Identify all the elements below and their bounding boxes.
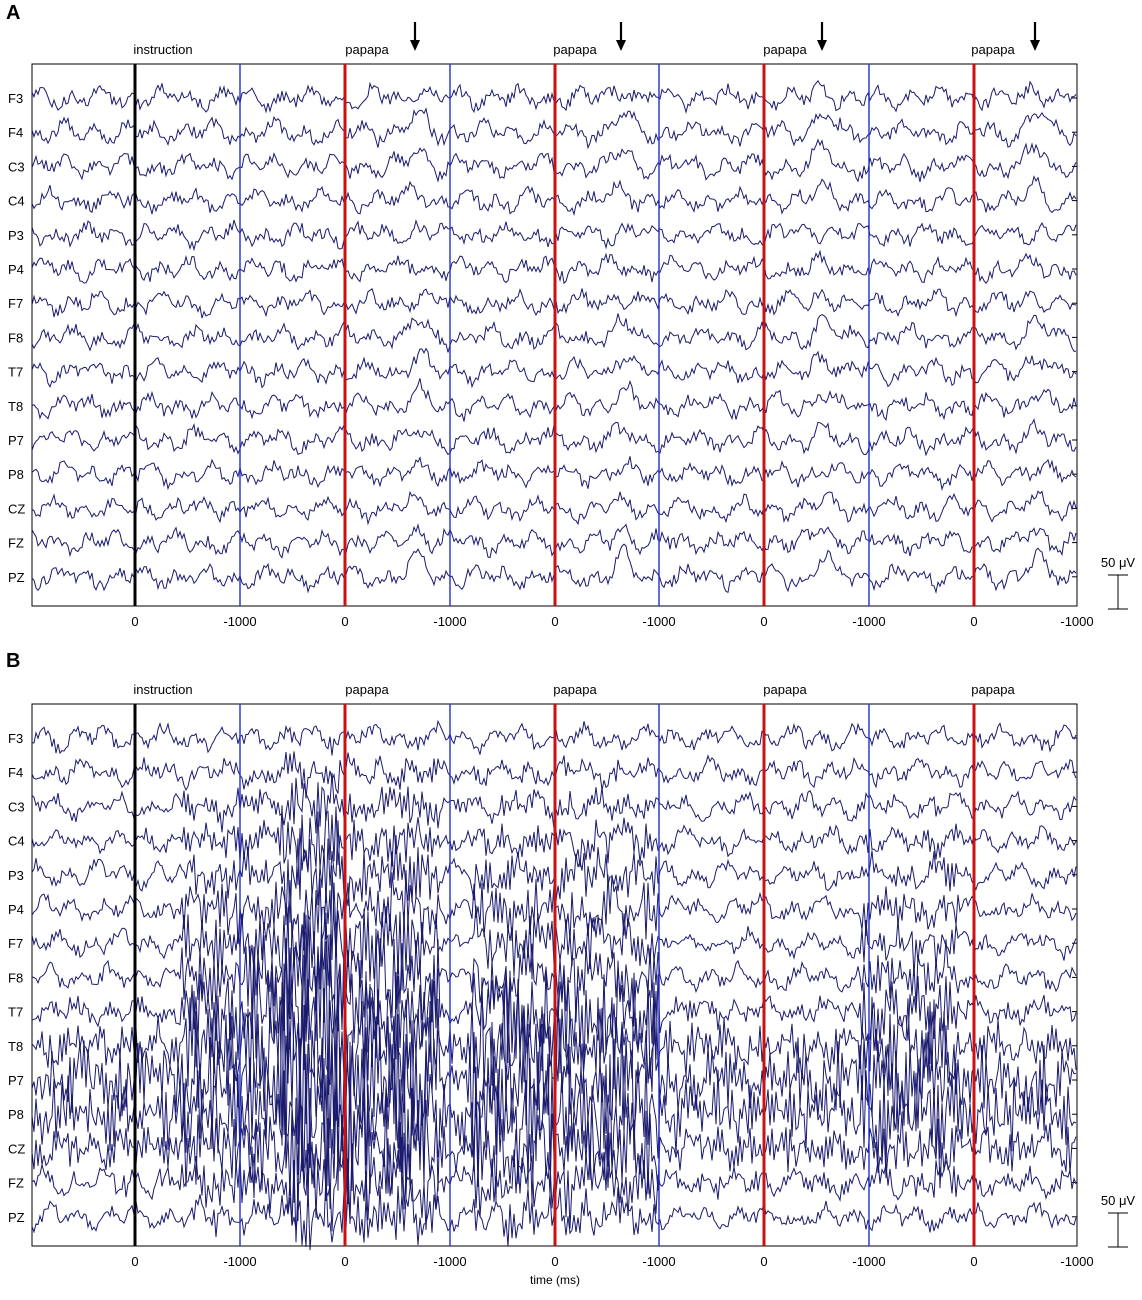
channel-label-f7: F7: [8, 296, 23, 311]
x-tick-label: -1000: [642, 1254, 675, 1269]
eeg-panel-a: A F3 F4 C3 C4 P3 P4 F7 F8 T7 T8 P7 P8 CZ FZ PZ 0 -1000 0 -…: [0, 0, 1142, 640]
x-tick-label: 0: [341, 614, 348, 629]
channel-label-p7: P7: [8, 1073, 24, 1088]
channel-label-fz: FZ: [8, 536, 24, 551]
eeg-chart-a: F3 F4 C3 C4 P3 P4 F7 F8 T7 T8 P7 P8 CZ FZ PZ 0 -1000 0 -10…: [8, 22, 1136, 629]
event-label: instruction: [133, 42, 192, 57]
x-tick-label: -1000: [1060, 1254, 1093, 1269]
panel-letter: A: [6, 2, 21, 24]
artifact-arrow: [616, 22, 626, 51]
event-label: papapa: [971, 682, 1015, 697]
event-label: instruction: [133, 682, 192, 697]
x-tick-label: 0: [131, 1254, 138, 1269]
channel-label-c3: C3: [8, 159, 25, 174]
x-tick-label: -1000: [852, 614, 885, 629]
scale-bar-label: 50 μV: [1101, 1193, 1136, 1208]
channel-label-p8: P8: [8, 467, 24, 482]
x-tick-label: -1000: [433, 614, 466, 629]
event-label: papapa: [971, 42, 1015, 57]
channel-label-p3: P3: [8, 868, 24, 883]
eeg-chart-b: F3 F4 C3 C4 P3 P4 F7 F8 T7 T8 P7 P8 CZ FZ PZ 0 -1000 0 -10…: [8, 682, 1136, 1287]
channel-label-f7: F7: [8, 936, 23, 951]
event-label: papapa: [763, 42, 807, 57]
channel-label-t7: T7: [8, 365, 23, 380]
x-tick-label: 0: [341, 1254, 348, 1269]
event-label: papapa: [345, 42, 389, 57]
channel-label-c4: C4: [8, 834, 25, 849]
channel-label-pz: PZ: [8, 570, 25, 585]
panel-letter: B: [6, 650, 21, 672]
event-label: papapa: [553, 42, 597, 57]
channel-label-f4: F4: [8, 765, 23, 780]
channel-label-c4: C4: [8, 194, 25, 209]
event-label: papapa: [345, 682, 389, 697]
channel-label-pz: PZ: [8, 1210, 25, 1225]
channel-label-f8: F8: [8, 330, 23, 345]
artifact-arrow: [1030, 22, 1040, 51]
x-tick-label: 0: [551, 614, 558, 629]
channel-label-f3: F3: [8, 731, 23, 746]
channel-label-p4: P4: [8, 902, 24, 917]
channel-label-fz: FZ: [8, 1176, 24, 1191]
channel-label-cz: CZ: [8, 501, 25, 516]
channel-label-t7: T7: [8, 1005, 23, 1020]
x-tick-label: 0: [760, 614, 767, 629]
x-axis-label: time (ms): [530, 1273, 580, 1287]
channel-label-cz: CZ: [8, 1141, 25, 1156]
channel-label-p7: P7: [8, 433, 24, 448]
channel-label-f8: F8: [8, 970, 23, 985]
channel-label-p8: P8: [8, 1107, 24, 1122]
artifact-arrow: [410, 22, 420, 51]
eeg-panel-b: B F3 F4 C3 C4 P3 P4 F7 F8 T7 T8 P7 P8 CZ FZ PZ 0 -1000 0 -…: [0, 648, 1142, 1300]
channel-label-t8: T8: [8, 399, 23, 414]
channel-label-f4: F4: [8, 125, 23, 140]
event-label: papapa: [763, 682, 807, 697]
channel-label-f3: F3: [8, 91, 23, 106]
scale-bar: [1108, 574, 1128, 610]
x-tick-label: -1000: [852, 1254, 885, 1269]
x-tick-label: 0: [970, 614, 977, 629]
x-tick-label: 0: [760, 1254, 767, 1269]
scale-bar-label: 50 μV: [1101, 555, 1136, 570]
x-tick-label: -1000: [433, 1254, 466, 1269]
scale-bar: [1108, 1212, 1128, 1248]
channel-label-t8: T8: [8, 1039, 23, 1054]
x-tick-label: -1000: [642, 614, 675, 629]
x-tick-label: 0: [551, 1254, 558, 1269]
channel-label-p3: P3: [8, 228, 24, 243]
event-label: papapa: [553, 682, 597, 697]
x-tick-label: 0: [131, 614, 138, 629]
x-tick-label: -1000: [223, 1254, 256, 1269]
channel-label-c3: C3: [8, 799, 25, 814]
artifact-arrow: [817, 22, 827, 51]
channel-label-p4: P4: [8, 262, 24, 277]
x-tick-label: -1000: [1060, 614, 1093, 629]
x-tick-label: -1000: [223, 614, 256, 629]
x-tick-label: 0: [970, 1254, 977, 1269]
